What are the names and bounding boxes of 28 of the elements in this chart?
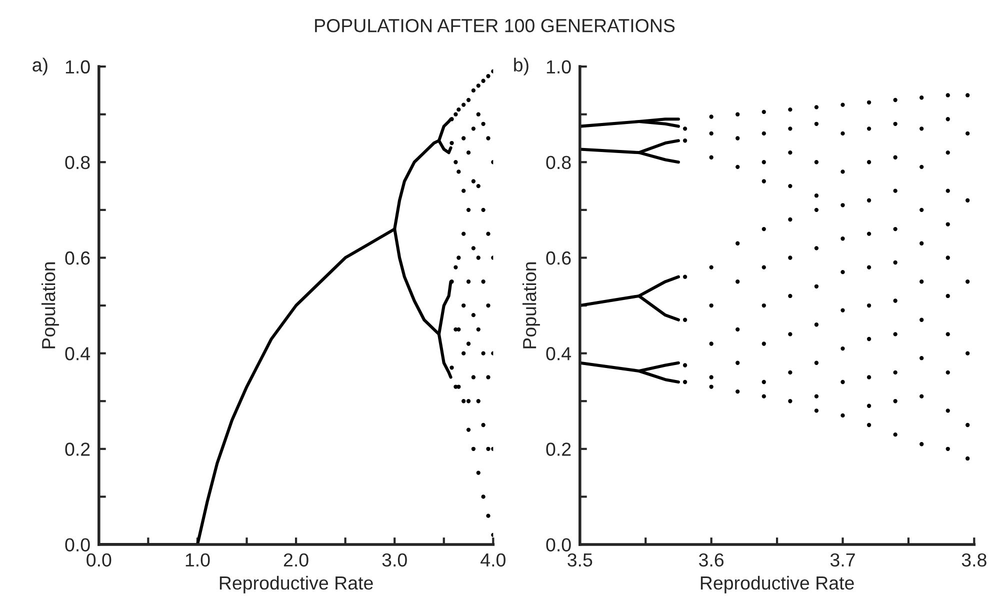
y-axis-title: Population	[522, 262, 540, 348]
y-tick-label: 0.2	[65, 442, 90, 456]
text: b)	[514, 58, 528, 76]
chart-title: POPULATION AFTER 100 GENERATIONS	[315, 18, 675, 32]
x-tick-label: 3.0	[382, 553, 407, 567]
y-tick-label: 1.0	[546, 60, 571, 74]
y-axis-title: Population	[41, 262, 59, 348]
x-tick-label: 2.0	[284, 553, 308, 567]
y-tick-label: 0.4	[546, 347, 572, 360]
x-tick-label: 4.0	[480, 553, 506, 567]
x-tick-label: 0.0	[86, 553, 112, 567]
x-tick-label: 3.8	[962, 553, 986, 567]
y-tick-label: 0.6	[65, 251, 90, 265]
x-tick-label: 3.5	[568, 553, 592, 567]
x-tick-label: 3.6	[699, 553, 724, 567]
x-tick-label: 1.0	[186, 553, 210, 567]
x-axis-title: Reproductive Rate	[700, 576, 854, 594]
y-tick-label: 0.0	[546, 538, 571, 552]
y-tick-label: 0.6	[546, 251, 571, 265]
y-tick-label: 0.0	[65, 538, 90, 552]
y-tick-label: 0.8	[546, 156, 571, 170]
x-axis-title: Reproductive Rate	[220, 576, 373, 594]
x-tick-label: 3.7	[830, 553, 855, 567]
y-tick-label: 1.0	[66, 60, 90, 74]
y-tick-label: 0.2	[546, 442, 571, 456]
y-tick-label: 0.8	[65, 156, 90, 170]
y-tick-label: 0.4	[65, 347, 90, 360]
text: a)	[32, 58, 48, 76]
